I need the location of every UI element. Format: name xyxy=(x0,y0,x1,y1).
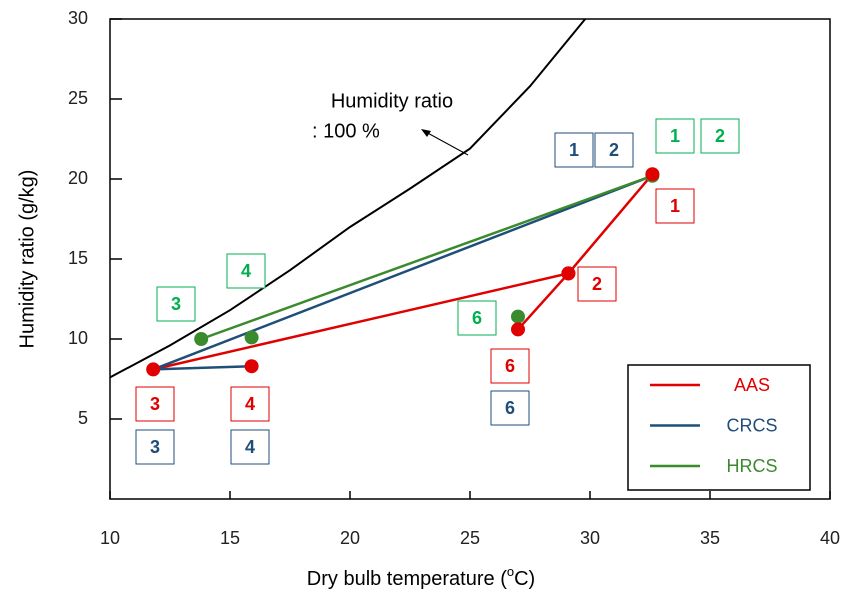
curve-label: : 100 % xyxy=(312,120,380,142)
data-point xyxy=(244,359,259,374)
x-tick-label: 10 xyxy=(100,528,120,548)
data-point xyxy=(561,266,576,281)
y-axis-title: Humidity ratio (g/kg) xyxy=(16,170,38,349)
x-tick-label: 40 xyxy=(820,528,840,548)
label-box xyxy=(490,348,530,384)
arrow-head xyxy=(421,129,431,137)
legend-label: HRCS xyxy=(726,456,777,476)
x-axis-title: Dry bulb temperature (oC) xyxy=(307,564,535,590)
y-tick-label: 10 xyxy=(68,328,88,348)
box-label: 1 xyxy=(670,126,680,146)
box-label: 4 xyxy=(245,437,255,457)
box-label: 1 xyxy=(670,196,680,216)
label-box xyxy=(226,253,266,289)
label-box xyxy=(554,132,594,168)
data-point xyxy=(244,330,259,345)
box-label: 4 xyxy=(245,394,255,414)
y-tick-label: 25 xyxy=(68,88,88,108)
label-box xyxy=(457,300,497,336)
series-line xyxy=(200,174,653,341)
y-tick-label: 30 xyxy=(68,8,88,28)
saturation-curve xyxy=(109,18,586,379)
y-tick-label: 20 xyxy=(68,168,88,188)
label-box xyxy=(135,386,175,422)
arrow xyxy=(423,130,469,156)
curve-label: Humidity ratio xyxy=(331,90,453,112)
data-point xyxy=(511,322,525,337)
box-label: 6 xyxy=(505,398,515,418)
x-tick-label: 35 xyxy=(700,528,720,548)
x-tick-label: 15 xyxy=(220,528,240,548)
label-box xyxy=(490,390,530,426)
data-point xyxy=(645,167,660,182)
box-label: 3 xyxy=(171,294,181,314)
y-tick-label: 15 xyxy=(68,248,88,268)
x-tick-label: 25 xyxy=(460,528,480,548)
legend-label: AAS xyxy=(734,375,770,395)
label-box xyxy=(230,429,270,465)
box-label: 2 xyxy=(609,140,619,160)
data-point xyxy=(146,362,161,377)
box-label: 3 xyxy=(150,437,160,457)
box-label: 4 xyxy=(241,261,251,281)
label-box xyxy=(156,286,196,322)
label-box xyxy=(700,118,740,154)
box-label: 6 xyxy=(472,308,482,328)
box-label: 6 xyxy=(505,356,515,376)
box-label: 2 xyxy=(592,274,602,294)
data-point xyxy=(194,332,209,346)
data-point xyxy=(511,309,525,324)
y-tick-label: 5 xyxy=(78,408,88,428)
label-box xyxy=(655,118,695,154)
label-box xyxy=(655,188,695,224)
box-label: 1 xyxy=(569,140,579,160)
box-label: 2 xyxy=(715,126,725,146)
label-box xyxy=(577,266,617,302)
x-tick-label: 20 xyxy=(340,528,360,548)
x-title-part: C) xyxy=(514,568,535,590)
label-box xyxy=(135,429,175,465)
x-title-sup: o xyxy=(507,564,514,579)
label-box xyxy=(230,386,270,422)
x-tick-label: 30 xyxy=(580,528,600,548)
legend-label: CRCS xyxy=(726,415,777,435)
x-title-part: Dry bulb temperature ( xyxy=(307,568,507,590)
box-label: 3 xyxy=(150,394,160,414)
label-box xyxy=(594,132,634,168)
